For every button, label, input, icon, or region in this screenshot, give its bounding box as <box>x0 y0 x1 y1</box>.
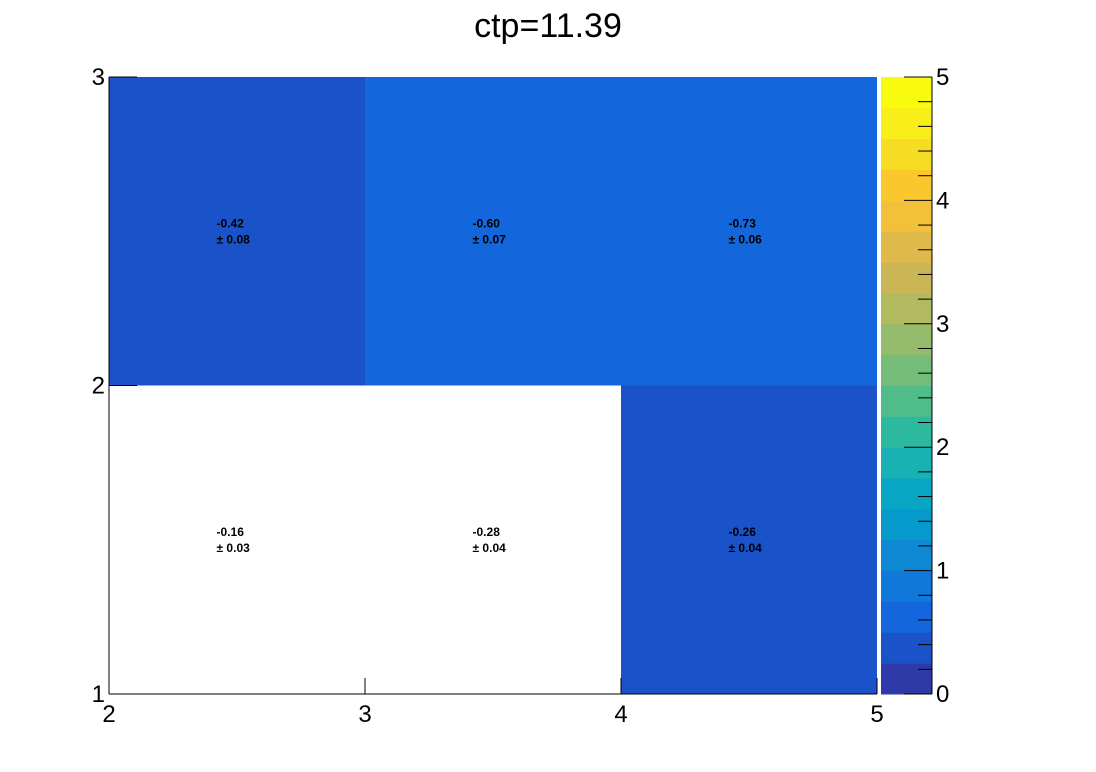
x-tick-label: 4 <box>614 701 627 728</box>
x-tick-label: 2 <box>102 701 115 728</box>
heatmap-cells <box>109 77 877 694</box>
heatmap-cell <box>365 385 621 694</box>
cell-value-label: -0.26 <box>729 525 757 539</box>
heatmap-cell <box>621 77 877 386</box>
cell-error-label: ± 0.08 <box>217 232 251 246</box>
y-tick-label: 3 <box>92 64 105 91</box>
colorbar-segment <box>881 632 932 664</box>
colorbar-segment <box>881 447 932 479</box>
heatmap-cell <box>365 77 621 386</box>
colorbar-tick-label: 4 <box>936 187 949 214</box>
heatmap-cell <box>109 77 365 386</box>
x-tick-label: 5 <box>870 701 883 728</box>
cell-error-label: ± 0.04 <box>729 541 763 555</box>
cell-error-label: ± 0.06 <box>729 232 763 246</box>
colorbar-tick-label: 1 <box>936 558 949 585</box>
cell-error-label: ± 0.03 <box>217 541 251 555</box>
cell-error-label: ± 0.04 <box>473 541 507 555</box>
color-scale-bar: 0 1 2 3 4 5 <box>881 64 949 708</box>
colorbar-segment <box>881 570 932 602</box>
colorbar-segment <box>881 663 932 695</box>
colorbar-segment <box>881 107 932 140</box>
colorbar-segment <box>881 231 932 263</box>
heatmap-cell <box>621 385 877 694</box>
y-tick-label: 1 <box>92 681 105 708</box>
colorbar-segment <box>881 601 932 633</box>
chart-title: ctp=11.39 <box>474 7 622 45</box>
cell-value-label: -0.42 <box>217 216 245 230</box>
colorbar-segment <box>881 77 932 109</box>
colorbar-segment <box>881 262 932 294</box>
colorbar-segment <box>881 292 932 325</box>
colorbar-tick-label: 5 <box>936 64 949 91</box>
colorbar-segment <box>881 354 932 386</box>
colorbar-segment <box>881 169 932 201</box>
colorbar-segment <box>881 508 932 541</box>
cell-error-label: ± 0.07 <box>473 232 507 246</box>
colorbar-tick-label: 2 <box>936 434 949 461</box>
cell-value-label: -0.73 <box>729 216 757 230</box>
cell-value-label: -0.28 <box>473 525 501 539</box>
colorbar-segment <box>881 200 932 232</box>
cell-value-label: -0.60 <box>473 216 501 230</box>
colorbar-segment <box>881 323 932 356</box>
colorbar-tick-label: 0 <box>936 681 949 708</box>
colorbar-segment <box>881 416 932 448</box>
x-tick-label: 3 <box>358 701 371 728</box>
y-tick-label: 2 <box>92 373 105 400</box>
colorbar-segment <box>881 539 932 572</box>
cell-value-label: -0.16 <box>217 525 245 539</box>
colorbar-segment <box>881 478 932 510</box>
colorbar-tick-label: 3 <box>936 311 949 338</box>
heatmap-cell <box>109 385 365 694</box>
colorbar-segment <box>881 385 932 417</box>
cell-labels: -0.42 ± 0.08 -0.60 ± 0.07 -0.73 ± 0.06 -0.16 ± … <box>217 216 763 555</box>
colorbar-segment <box>881 138 932 171</box>
